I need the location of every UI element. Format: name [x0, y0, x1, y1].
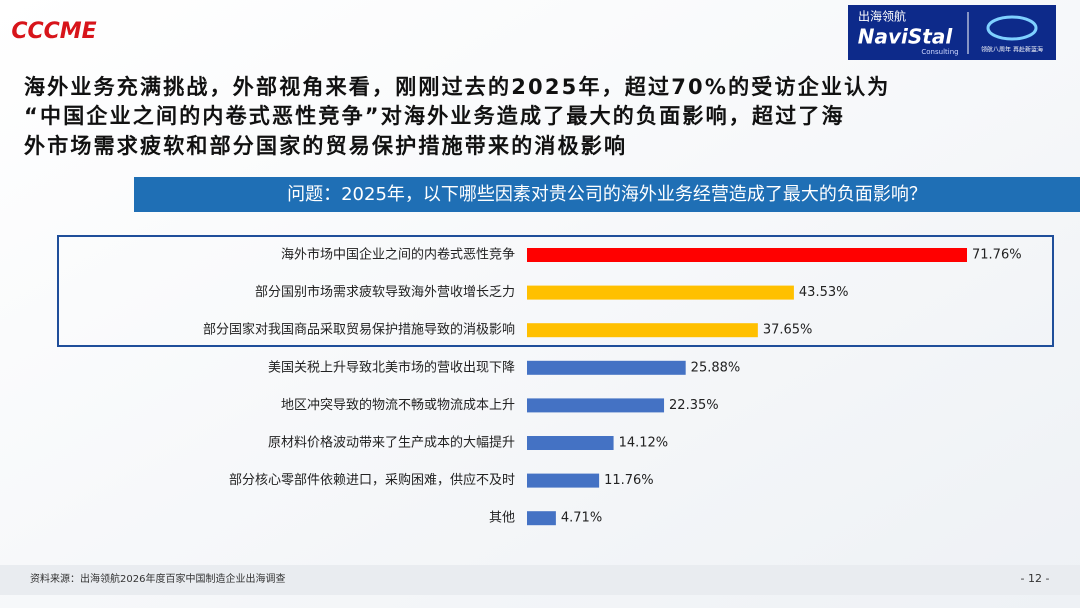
bar	[527, 248, 967, 262]
value-label: 43.53%	[799, 285, 849, 300]
bar	[527, 473, 600, 488]
chart: 海外市场中国企业之间的内卷式恶性竞争 71.76% 部分国别市场需求疲软导致海外营收…	[203, 247, 1022, 526]
logo-right-cn: 出海领航	[858, 9, 906, 24]
logo-left: CCCME	[11, 19, 96, 44]
footer-source: 资料来源：出海领航2026年度百家中国制造企业出海调查	[30, 572, 285, 585]
logo-swirl	[986, 15, 1038, 41]
bar	[527, 323, 758, 338]
value-label: 4.71%	[561, 511, 602, 526]
logo-right-box	[848, 5, 1056, 60]
category-label: 原材料价格波动带来了生产成本的大幅提升	[268, 435, 515, 451]
value-label: 14.12%	[619, 436, 669, 451]
logo-slogan: 领航八周年 再赴新蓝海	[981, 46, 1043, 54]
category-label: 美国关税上升导致北美市场的营收出现下降	[268, 359, 515, 375]
bar	[527, 285, 794, 300]
value-label: 71.76%	[972, 248, 1022, 263]
value-label: 37.65%	[763, 323, 813, 338]
category-label: 海外市场中国企业之间的内卷式恶性竞争	[281, 247, 515, 263]
footer-band	[0, 565, 1080, 595]
bar	[527, 436, 614, 450]
category-label: 部分国家对我国商品采取贸易保护措施导致的消极影响	[203, 322, 515, 338]
logo-right-sub: Consulting	[921, 48, 958, 56]
category-label: 地区冲突导致的物流不畅或物流成本上升	[281, 397, 515, 413]
bar	[527, 511, 556, 526]
headline-line: 外市场需求疲软和部分国家的贸易保护措施带来的消极影响	[24, 134, 627, 158]
category-label: 其他	[489, 511, 515, 526]
category-label: 部分国别市场需求疲软导致海外营收增长乏力	[255, 284, 515, 300]
value-label: 11.76%	[604, 473, 654, 488]
question-bar	[134, 177, 1080, 212]
headline-line: 海外业务充满挑战，外部视角来看，刚刚过去的2025年，超过70%的受访企业认为	[24, 75, 891, 99]
headline-line: “中国企业之间的内卷式恶性竞争”对海外业务造成了最大的负面影响，超过了海	[24, 104, 845, 128]
logo-right-en: NaviStal	[858, 25, 954, 49]
value-label: 22.35%	[669, 398, 719, 413]
question-text: 问题：2025年，以下哪些因素对贵公司的海外业务经营造成了最大的负面影响？	[287, 184, 927, 205]
bar	[527, 360, 686, 375]
highlight-box	[57, 235, 1054, 347]
category-label: 部分核心零部件依赖进口，采购困难，供应不及时	[229, 472, 515, 488]
page-number: - 12 -	[1021, 572, 1050, 585]
bar	[527, 398, 665, 413]
value-label: 25.88%	[691, 360, 741, 375]
